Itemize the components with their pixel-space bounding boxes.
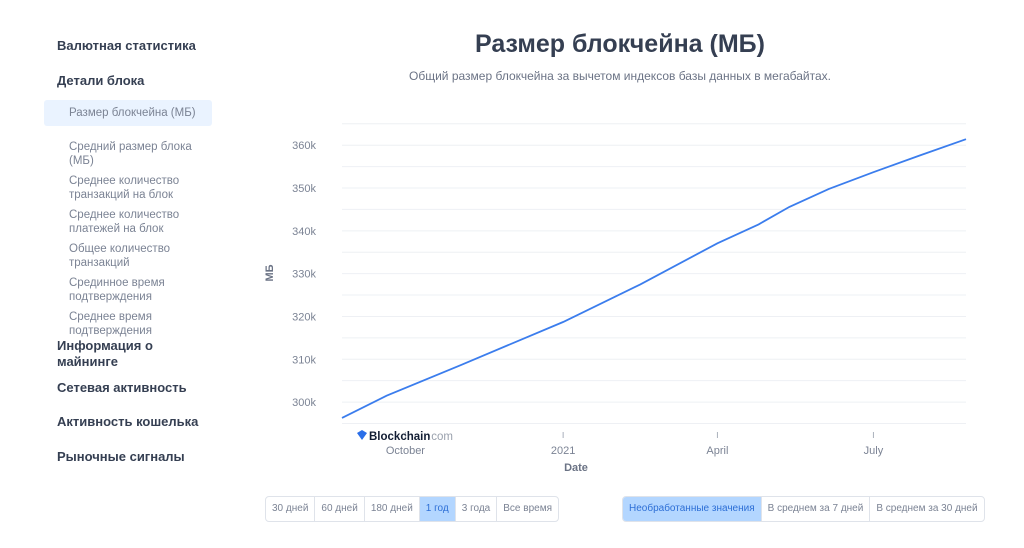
- sidebar-section[interactable]: Валютная статистика: [57, 38, 196, 53]
- sidebar-item[interactable]: Среднее время подтверждения: [69, 311, 152, 337]
- avg-button[interactable]: В среднем за 7 дней: [762, 497, 871, 521]
- sidebar-section[interactable]: Активность кошелька: [57, 414, 199, 429]
- y-tick-label: 360k: [292, 140, 316, 152]
- y-tick-label: 310k: [292, 354, 316, 366]
- sidebar-section[interactable]: Информация о майнинге: [57, 338, 153, 369]
- watermark-suffix: .com: [428, 431, 453, 443]
- y-tick-label: 300k: [292, 397, 316, 409]
- range-button[interactable]: 60 дней: [315, 497, 365, 521]
- x-axis-label: Date: [564, 462, 588, 474]
- data-line: [341, 138, 967, 419]
- sidebar-item[interactable]: Среднее количество платежей на блок: [69, 209, 180, 235]
- range-button[interactable]: 3 года: [456, 497, 498, 521]
- sidebar-item[interactable]: Срединное время подтверждения: [69, 277, 165, 303]
- range-button[interactable]: 180 дней: [365, 497, 420, 521]
- y-tick-label: 320k: [292, 311, 316, 323]
- sidebar-item[interactable]: Среднее количество транзакций на блок: [69, 175, 180, 201]
- x-tick-label: July: [864, 445, 884, 457]
- x-tick-label: 2021: [551, 445, 575, 457]
- y-tick-label: 330k: [292, 269, 316, 281]
- blockchain-logo-icon: [357, 430, 367, 440]
- sidebar-item[interactable]: Средний размер блока (МБ): [69, 141, 192, 167]
- average-buttons: Необработанные значения В среднем за 7 дн…: [622, 496, 985, 522]
- avg-button[interactable]: Необработанные значения: [623, 497, 762, 521]
- y-tick-label: 340k: [292, 226, 316, 238]
- watermark-brand: Blockchain: [369, 431, 430, 443]
- range-button[interactable]: 1 год: [419, 497, 456, 521]
- chart-subtitle: Общий размер блокчейна за вычетом индекс…: [409, 69, 831, 83]
- sidebar-item[interactable]: Общее количество транзакций: [69, 243, 171, 269]
- sidebar-section[interactable]: Рыночные сигналы: [57, 449, 185, 464]
- x-tick-label: April: [706, 445, 728, 457]
- range-button[interactable]: 30 дней: [266, 497, 316, 521]
- sidebar-item[interactable]: Размер блокчейна (МБ): [44, 100, 212, 126]
- sidebar-section[interactable]: Детали блока: [57, 73, 145, 88]
- range-buttons: 30 дней 60 дней 180 дней 1 год 3 года Все вре…: [265, 496, 559, 522]
- sidebar-section[interactable]: Сетевая активность: [57, 380, 187, 395]
- y-axis-label: МБ: [264, 264, 276, 281]
- page-title: Размер блокчейна (МБ): [475, 30, 765, 58]
- y-tick-label: 350k: [292, 183, 316, 195]
- x-tick-label: October: [386, 445, 425, 457]
- range-button[interactable]: Все время: [503, 503, 552, 514]
- avg-button[interactable]: В среднем за 30 дней: [876, 503, 978, 514]
